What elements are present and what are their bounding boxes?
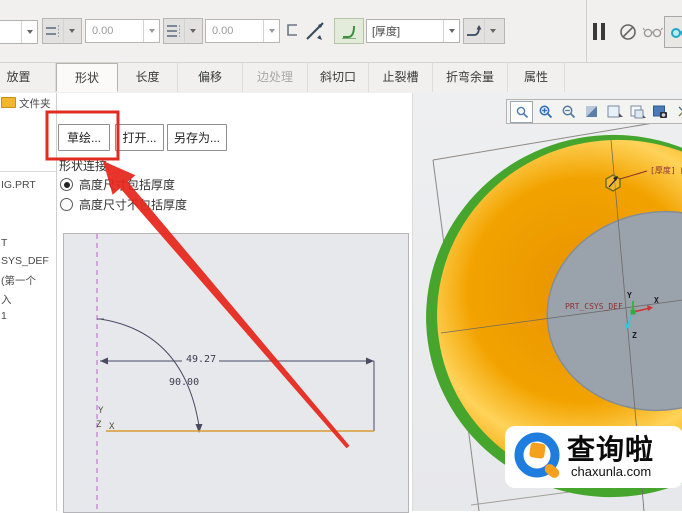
thickness-annotation: [厚度] 内部	[650, 165, 682, 176]
preview-icon[interactable]	[643, 25, 663, 39]
axis-x-label: X	[654, 296, 659, 305]
radio-off-icon	[60, 198, 73, 211]
folder-browser-item[interactable]: 文件夹	[1, 96, 51, 111]
ribbon-toolbar: 0.00 0.00 [厚度]	[0, 0, 682, 63]
verify-icon	[670, 25, 682, 40]
radio-exclude-thickness[interactable]: 高度尺寸不包括厚度	[60, 196, 187, 213]
chevron-down-icon[interactable]	[263, 20, 279, 42]
tab-length[interactable]: 长度	[118, 63, 178, 92]
zoom-out-icon[interactable]	[558, 102, 579, 122]
tab-placement[interactable]: 放置	[0, 63, 56, 92]
tab-miter-cut[interactable]: 斜切口	[308, 63, 369, 92]
shape-tab-panel: 草绘... 打开... 另存为... 形状连接: 高度尺寸包括厚度 高度尺寸不包…	[57, 93, 412, 511]
tab-properties[interactable]: 属性	[508, 63, 565, 92]
sketch-axis-y-label: Y	[98, 406, 103, 416]
chevron-down-icon[interactable]	[143, 20, 159, 42]
dialog-tabbar: 放置 形状 长度 偏移 边处理 斜切口 止裂槽 折弯余量 属性	[0, 63, 682, 94]
radio-include-thickness[interactable]: 高度尺寸包括厚度	[60, 176, 175, 193]
radio-on-icon	[60, 178, 73, 191]
bend-radius-icon	[340, 22, 358, 40]
open-button[interactable]: 打开...	[115, 124, 164, 151]
angle-combo[interactable]	[0, 20, 38, 44]
tree-item-datum[interactable]: T	[1, 237, 7, 249]
tab-relief[interactable]: 止裂槽	[369, 63, 433, 92]
tree-item-insert-here[interactable]: 入	[1, 292, 12, 307]
flange-profile-2-icon	[164, 23, 184, 39]
axis-y-label: Y	[627, 291, 632, 300]
tab-bend-allowance[interactable]: 折弯余量	[433, 63, 508, 92]
chevron-down-icon[interactable]	[63, 19, 79, 43]
saveas-button[interactable]: 另存为...	[167, 124, 227, 151]
pause-icon[interactable]	[593, 23, 607, 40]
chevron-down-icon[interactable]	[184, 19, 200, 43]
tab-offset[interactable]: 偏移	[178, 63, 243, 92]
sketch-geometry	[64, 234, 408, 512]
cancel-icon[interactable]	[619, 23, 637, 41]
chevron-down-icon[interactable]	[443, 20, 459, 42]
relief-shape-icon[interactable]	[284, 22, 301, 39]
bend-radius-button[interactable]	[334, 18, 364, 44]
flange-profile-1-icon	[43, 23, 63, 39]
saved-views-icon[interactable]	[627, 102, 648, 122]
bend-type-icon	[464, 22, 484, 40]
height-value-input[interactable]: 0.00	[85, 19, 160, 43]
datum-display-icon[interactable]	[673, 102, 682, 122]
width-dimension: 49.27	[186, 354, 216, 365]
offset-value-input[interactable]: 0.00	[205, 19, 280, 43]
tab-edge-treatment: 边处理	[243, 63, 308, 92]
zoom-refit-icon[interactable]	[510, 101, 533, 123]
watermark-badge: 查询啦 chaxunla.com	[505, 426, 682, 488]
watermark-title: 查询啦	[567, 428, 654, 468]
zoom-in-icon[interactable]	[535, 102, 556, 122]
watermark-domain: chaxunla.com	[571, 464, 651, 479]
chevron-down-icon[interactable]	[484, 19, 500, 43]
model-tree-panel: 文件夹 IG.PRT T SYS_DEF (第一个 入 1	[0, 93, 57, 511]
tree-divider	[0, 171, 56, 172]
flange-profile-1-button[interactable]	[42, 18, 82, 44]
csys-origin	[631, 310, 636, 315]
thickness-combo[interactable]: [厚度]	[366, 19, 460, 43]
capture-icon[interactable]	[650, 102, 671, 122]
ribbon-divider	[586, 0, 587, 62]
tree-item-feature1[interactable]: 1	[1, 310, 7, 322]
chevron-down-icon[interactable]	[21, 21, 37, 43]
sketch-button[interactable]: 草绘...	[58, 124, 110, 151]
bend-type-button[interactable]	[463, 18, 505, 44]
3d-viewport[interactable]: [厚度] 内部 PRT_CSYS_DEF X Y Z 查询啦 chaxunla.…	[412, 93, 682, 511]
flange-profile-2-button[interactable]	[163, 18, 203, 44]
sketch-axis-x-label: X	[109, 422, 114, 432]
verify-button[interactable]	[664, 16, 682, 48]
axis-z-label: Z	[632, 331, 637, 340]
shape-connect-label: 形状连接:	[59, 157, 110, 174]
tree-item-part[interactable]: IG.PRT	[1, 179, 36, 191]
tree-item-csys[interactable]: SYS_DEF	[1, 255, 49, 267]
sketch-axis-z-label: Z	[96, 420, 101, 430]
sketch-preview-pane: 49.27 90.00 Y Z X	[63, 233, 409, 513]
folder-icon	[1, 97, 16, 108]
csys-label: PRT_CSYS_DEF	[565, 302, 623, 311]
chaxunla-logo-icon	[510, 428, 568, 486]
angle-dimension: 90.00	[169, 377, 199, 388]
tree-item-first-feature[interactable]: (第一个	[1, 273, 36, 288]
flip-direction-icon[interactable]	[303, 19, 327, 43]
shaded-display-icon[interactable]	[581, 102, 602, 122]
tab-shape[interactable]: 形状	[56, 63, 118, 92]
display-style-icon[interactable]	[604, 102, 625, 122]
view-toolbar	[506, 99, 682, 124]
